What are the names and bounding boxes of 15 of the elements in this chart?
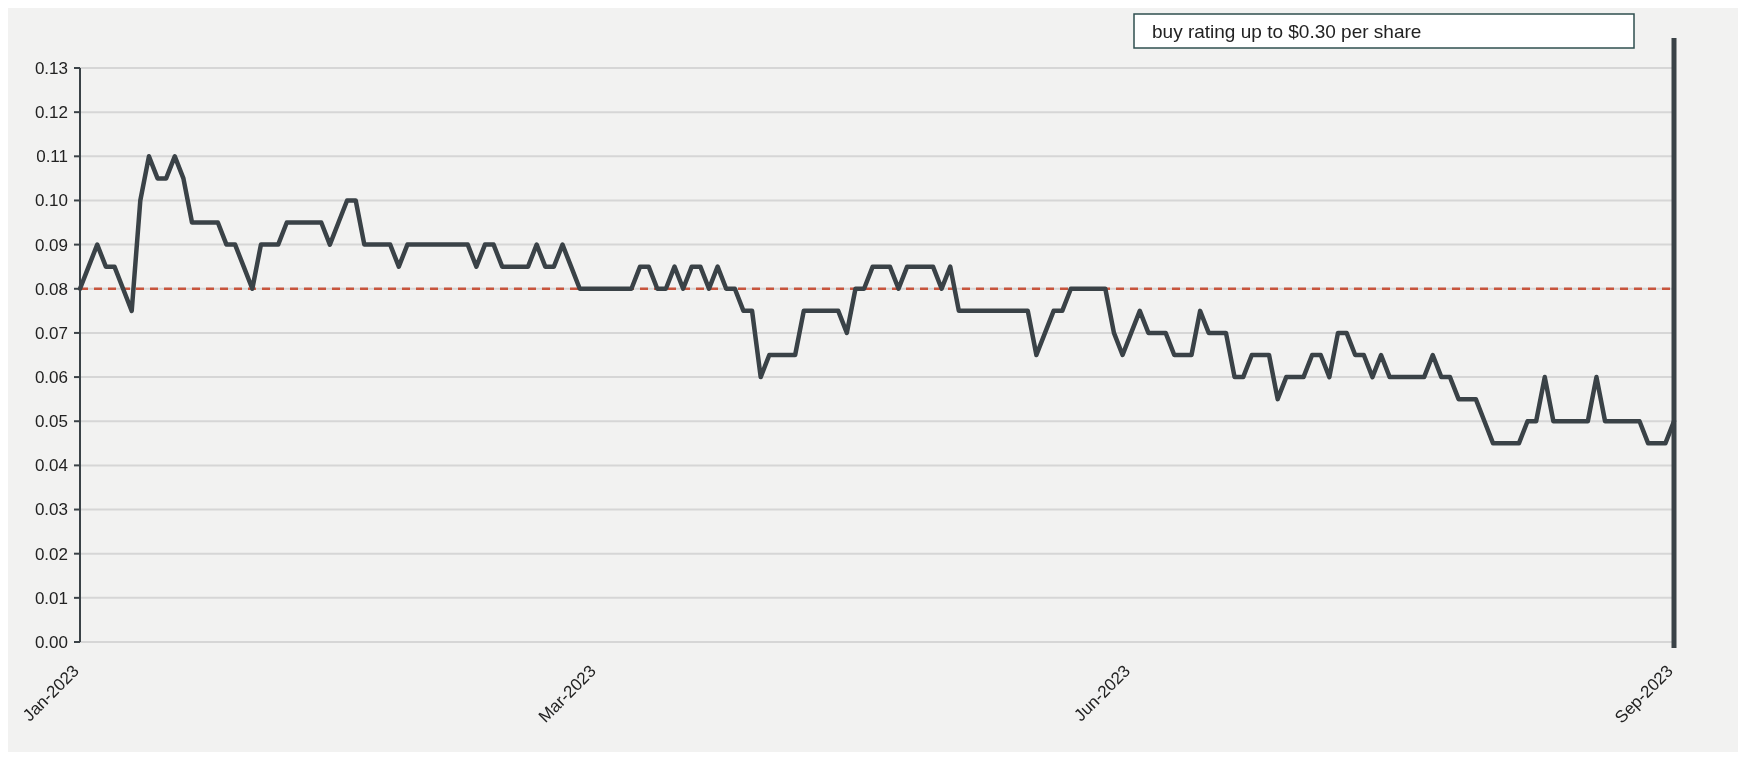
y-tick-label: 0.11 [36,147,68,167]
y-tick-label: 0.02 [34,544,68,564]
text: buy rating up to $0.30 per share [1152,20,1422,42]
y-tick-label: 0.00 [34,632,68,652]
y-tick-label: 0.10 [34,191,68,211]
y-tick-label: 0.01 [34,588,68,608]
y-tick-label: 0.04 [34,456,68,476]
y-tick-label: 0.13 [34,58,68,78]
y-tick-label: 0.06 [34,368,68,388]
y-tick-label: 0.05 [34,412,68,432]
y-tick-label: 0.03 [34,500,68,520]
y-tick-label: 0.09 [34,235,68,255]
y-tick-label: 0.07 [34,323,68,343]
y-tick-label: 0.12 [34,103,68,123]
y-tick-label: 0.08 [34,279,68,299]
